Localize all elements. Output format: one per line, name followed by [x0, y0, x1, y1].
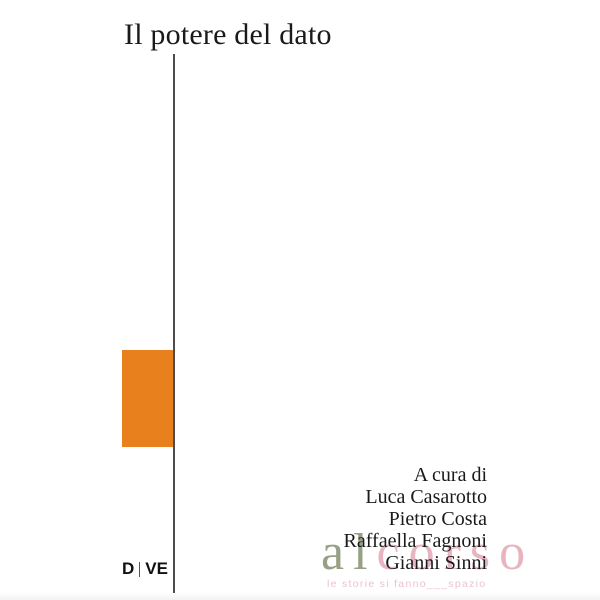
- publisher-logo-right: VE: [145, 559, 168, 578]
- page-bottom-shadow: [0, 593, 600, 600]
- publisher-logo: D VE: [122, 559, 168, 579]
- vertical-rule: [173, 54, 175, 593]
- publisher-logo-left: D: [122, 559, 135, 578]
- author-name: Luca Casarotto: [365, 486, 487, 508]
- orange-accent-block: [122, 350, 173, 447]
- watermark-tagline: le storie si fanno___spazio: [327, 578, 487, 590]
- author-name: Gianni Sinni: [385, 552, 487, 574]
- credits-block: A cura di Luca Casarotto Pietro Costa Ra…: [344, 464, 487, 574]
- watermark-word-green: al: [321, 524, 377, 581]
- author-name: Pietro Costa: [388, 508, 487, 530]
- watermark-word-pink: corso: [376, 524, 535, 581]
- author-name: Raffaella Fagnoni: [343, 530, 487, 552]
- book-title: Il potere del dato: [124, 18, 332, 51]
- credits-intro: A cura di: [413, 464, 487, 486]
- publisher-logo-divider: [139, 561, 141, 577]
- store-watermark: alcorso: [321, 527, 534, 579]
